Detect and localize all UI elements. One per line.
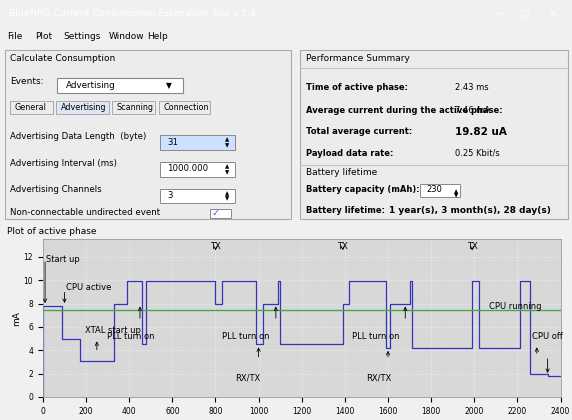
FancyBboxPatch shape [160,135,235,150]
FancyBboxPatch shape [56,101,109,114]
Y-axis label: mA: mA [12,311,21,326]
Text: 230: 230 [426,185,442,194]
FancyBboxPatch shape [420,184,460,197]
Text: Battery lifetime: Battery lifetime [306,168,378,176]
Text: Plot: Plot [35,32,53,41]
Text: ▲: ▲ [454,189,458,194]
Text: CPU running: CPU running [489,302,542,311]
Text: ▲: ▲ [225,191,229,196]
Text: CPU active: CPU active [66,283,112,292]
Text: PLL turn on: PLL turn on [106,332,154,341]
Text: Advertising Data Length  (byte): Advertising Data Length (byte) [10,132,146,141]
Text: ✕: ✕ [549,9,557,18]
Text: Time of active phase:: Time of active phase: [306,83,408,92]
Text: XTAL start up: XTAL start up [85,326,141,335]
Text: ▼: ▼ [166,81,172,89]
Text: Performance Summary: Performance Summary [306,54,410,63]
Text: □: □ [521,9,530,18]
Text: ▼: ▼ [454,193,458,198]
Text: 1000.000: 1000.000 [167,164,208,173]
Text: ▲: ▲ [225,164,229,169]
FancyBboxPatch shape [57,78,183,92]
Text: TX: TX [210,242,221,251]
X-axis label: us: us [296,418,307,420]
Text: 7.46 mA: 7.46 mA [455,106,490,115]
FancyBboxPatch shape [112,101,155,114]
FancyBboxPatch shape [210,209,231,218]
Text: TX: TX [467,242,478,251]
Text: 19.82 uA: 19.82 uA [455,127,507,137]
Text: General: General [15,102,47,112]
Text: Help: Help [148,32,168,41]
Text: ▼: ▼ [225,170,229,175]
Text: ▼: ▼ [225,197,229,202]
Text: Events:: Events: [10,77,44,87]
Text: 3: 3 [167,191,173,200]
Text: Battery lifetime:: Battery lifetime: [306,206,385,215]
Text: ▼: ▼ [225,143,229,148]
FancyBboxPatch shape [5,50,291,219]
Text: File: File [7,32,22,41]
Text: Non-connectable undirected event: Non-connectable undirected event [10,208,160,217]
Text: ▲: ▲ [225,137,229,142]
Text: Advertising: Advertising [61,102,106,112]
Text: PLL turn on: PLL turn on [352,332,400,341]
Text: Payload data rate:: Payload data rate: [306,149,394,158]
Text: Advertising Channels: Advertising Channels [10,185,102,194]
FancyBboxPatch shape [160,162,235,176]
Text: Average current during the active phase:: Average current during the active phase: [306,106,503,115]
Text: 0.25 Kbit/s: 0.25 Kbit/s [455,149,499,158]
FancyBboxPatch shape [160,189,235,203]
FancyBboxPatch shape [159,101,210,114]
Text: RX/TX: RX/TX [235,374,260,383]
Text: Start up: Start up [46,255,80,264]
Text: 1 year(s), 3 month(s), 28 day(s): 1 year(s), 3 month(s), 28 day(s) [389,206,551,215]
Text: Battery capacity (mAh):: Battery capacity (mAh): [306,185,420,194]
Text: 31: 31 [167,138,178,147]
Text: BlueNRG Current Consumption Estimation Tool v.1.4: BlueNRG Current Consumption Estimation T… [9,9,256,18]
Text: TX: TX [337,242,348,251]
Text: Settings: Settings [63,32,100,41]
Text: Window: Window [109,32,144,41]
Text: RX/TX: RX/TX [366,374,391,383]
Text: ─: ─ [495,9,500,18]
Text: PLL turn on: PLL turn on [222,332,269,341]
Text: Advertising: Advertising [66,81,116,89]
Text: 2.43 ms: 2.43 ms [455,83,488,92]
Text: Scanning: Scanning [117,102,154,112]
Text: Advertising Interval (ms): Advertising Interval (ms) [10,159,117,168]
Text: CPU off: CPU off [532,332,563,341]
Text: Connection: Connection [164,102,209,112]
Text: ✓: ✓ [212,208,220,218]
FancyBboxPatch shape [300,50,568,219]
Text: Calculate Consumption: Calculate Consumption [10,54,116,63]
Text: Total average current:: Total average current: [306,127,412,136]
Text: Plot of active phase: Plot of active phase [7,226,96,236]
FancyBboxPatch shape [10,101,53,114]
